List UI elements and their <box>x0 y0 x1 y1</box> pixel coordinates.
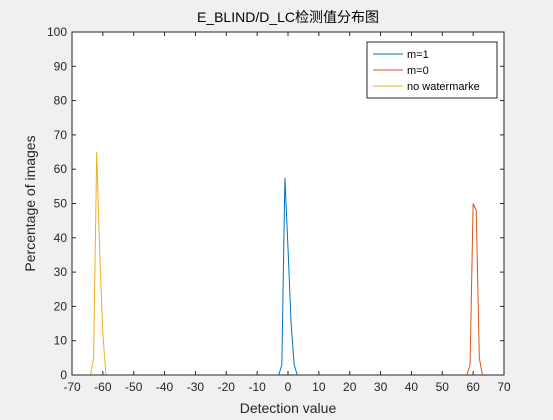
axes-layer: -70 -60 -50 -40 -30 -20 -10 0 10 20 30 40 50 60 70 0 10 2… <box>47 25 511 394</box>
y-tick-label: 0 <box>60 368 67 382</box>
x-tick-label: -30 <box>187 380 205 394</box>
series-line-1 <box>72 203 504 376</box>
y-tick-label: 20 <box>54 299 68 313</box>
x-tick-label: 20 <box>343 380 357 394</box>
series-line-0 <box>72 177 504 376</box>
x-tick-label: -20 <box>218 380 236 394</box>
legend-label-0: m=1 <box>407 49 429 61</box>
y-tick-label: 30 <box>54 265 68 279</box>
y-tick-label: 70 <box>54 128 68 142</box>
x-tick-label: 10 <box>312 380 326 394</box>
x-tick-label: 70 <box>497 380 511 394</box>
legend-label-2: no watermarke <box>407 81 480 93</box>
x-tick-label: -10 <box>248 380 266 394</box>
legend: m=1 m=0 no watermarke <box>366 41 498 99</box>
y-axis-title: Percentage of images <box>22 135 38 271</box>
x-tick-label: -40 <box>156 380 174 394</box>
x-tick-label: 30 <box>374 380 388 394</box>
chart-title: E_BLIND/D_LC检测值分布图 <box>197 9 379 25</box>
x-tick-label: 0 <box>285 380 292 394</box>
x-tick-label: 40 <box>405 380 419 394</box>
series-layer <box>72 152 504 376</box>
y-tick-label: 90 <box>54 59 68 73</box>
y-tick-label: 10 <box>54 334 68 348</box>
x-tick-label: -70 <box>63 380 81 394</box>
y-tick-label: 80 <box>54 94 68 108</box>
y-tick-label: 50 <box>54 197 68 211</box>
y-tick-label: 60 <box>54 162 68 176</box>
y-tick-label: 40 <box>54 231 68 245</box>
x-tick-label: -50 <box>125 380 143 394</box>
series-line-2 <box>72 152 504 376</box>
x-tick-label: -60 <box>94 380 112 394</box>
y-tick-label: 100 <box>47 25 67 39</box>
x-tick-label: 50 <box>436 380 450 394</box>
legend-label-1: m=0 <box>407 65 429 77</box>
x-axis-title: Detection value <box>240 400 337 416</box>
x-tick-label: 60 <box>466 380 480 394</box>
